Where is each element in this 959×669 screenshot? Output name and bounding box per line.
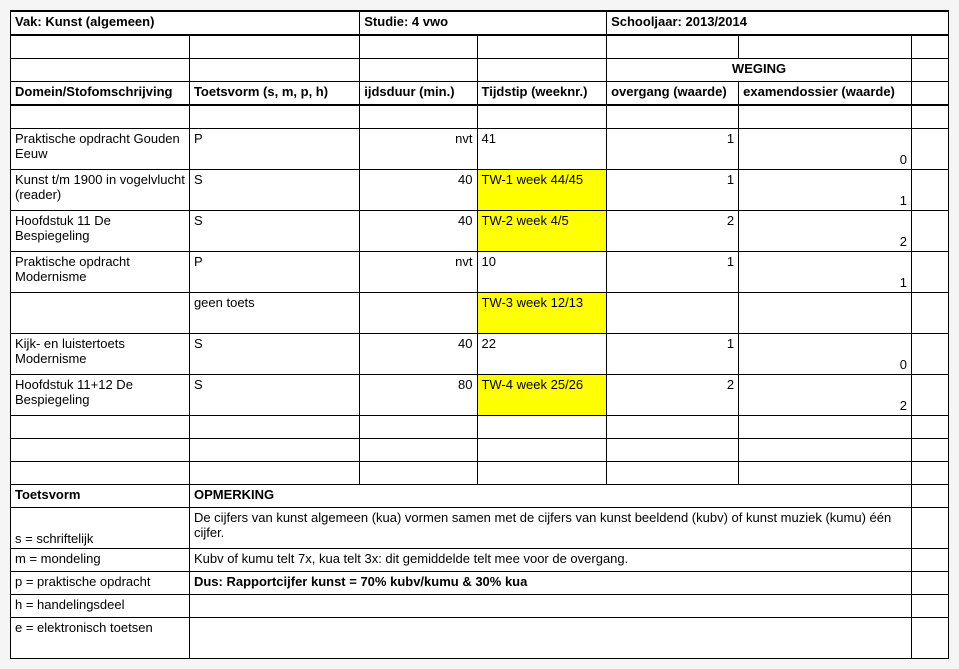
cell-name: Praktische opdracht Modernisme xyxy=(11,252,190,293)
cell-examendossier: 0 xyxy=(739,129,912,170)
h-label: h = handelingsdeel xyxy=(11,595,190,618)
cell-duur: nvt xyxy=(360,129,477,170)
column-header-row: Domein/Stofomschrijving Toetsvorm (s, m,… xyxy=(11,82,949,106)
cell-name: Hoofdstuk 11 De Bespiegeling xyxy=(11,211,190,252)
col-overgang: overgang (waarde) xyxy=(607,82,739,106)
main-table: Vak: Kunst (algemeen) Studie: 4 vwo Scho… xyxy=(10,10,949,659)
cell-tijdstip: TW-2 week 4/5 xyxy=(477,211,607,252)
footer-s: s = schriftelijk De cijfers van kunst al… xyxy=(11,508,949,549)
cell-vorm: geen toets xyxy=(189,293,359,334)
cell-examendossier: 2 xyxy=(739,375,912,416)
toetsvorm-header: Toetsvorm xyxy=(11,485,190,508)
cell-tijdstip: 22 xyxy=(477,334,607,375)
cell-tijdstip: 10 xyxy=(477,252,607,293)
footer-e: e = elektronisch toetsen xyxy=(11,618,949,659)
studie-label: Studie: 4 vwo xyxy=(360,11,607,35)
cell-duur xyxy=(360,293,477,334)
cell-duur: 40 xyxy=(360,334,477,375)
table-row: Praktische opdracht Gouden EeuwPnvt4110 xyxy=(11,129,949,170)
cell-empty xyxy=(911,211,948,252)
p-text: Dus: Rapportcijfer kunst = 70% kubv/kumu… xyxy=(189,572,911,595)
cell-duur: 80 xyxy=(360,375,477,416)
vak-label: Vak: Kunst (algemeen) xyxy=(11,11,360,35)
p-label: p = praktische opdracht xyxy=(11,572,190,595)
cell-tijdstip: TW-1 week 44/45 xyxy=(477,170,607,211)
cell-examendossier: 1 xyxy=(739,170,912,211)
cell-name: Praktische opdracht Gouden Eeuw xyxy=(11,129,190,170)
cell-empty xyxy=(911,334,948,375)
table-row: Praktische opdracht ModernismePnvt1011 xyxy=(11,252,949,293)
cell-overgang: 1 xyxy=(607,170,739,211)
cell-name: Hoofdstuk 11+12 De Bespiegeling xyxy=(11,375,190,416)
cell-name: Kijk- en luistertoets Modernisme xyxy=(11,334,190,375)
footer-h: h = handelingsdeel xyxy=(11,595,949,618)
header-row-1: Vak: Kunst (algemeen) Studie: 4 vwo Scho… xyxy=(11,11,949,35)
cell-empty xyxy=(911,293,948,334)
cell-examendossier: 0 xyxy=(739,334,912,375)
col-domein: Domein/Stofomschrijving xyxy=(11,82,190,106)
col-examendossier: examendossier (waarde) xyxy=(739,82,912,106)
table-row: Hoofdstuk 11+12 De BespiegelingS80TW-4 w… xyxy=(11,375,949,416)
empty-row xyxy=(11,416,949,439)
table-row: Kijk- en luistertoets ModernismeS402210 xyxy=(11,334,949,375)
cell-empty xyxy=(911,170,948,211)
cell-overgang: 1 xyxy=(607,334,739,375)
m-text: Kubv of kumu telt 7x, kua telt 3x: dit g… xyxy=(189,549,911,572)
s-label: s = schriftelijk xyxy=(11,508,190,549)
footer-p: p = praktische opdracht Dus: Rapportcijf… xyxy=(11,572,949,595)
cell-overgang xyxy=(607,293,739,334)
cell-name: Kunst t/m 1900 in vogelvlucht (reader) xyxy=(11,170,190,211)
cell-tijdstip: TW-4 week 25/26 xyxy=(477,375,607,416)
cell-empty xyxy=(911,375,948,416)
col-toetsvorm: Toetsvorm (s, m, p, h) xyxy=(189,82,359,106)
cell-overgang: 1 xyxy=(607,252,739,293)
footer-m: m = mondeling Kubv of kumu telt 7x, kua … xyxy=(11,549,949,572)
cell-vorm: S xyxy=(189,334,359,375)
cell-examendossier xyxy=(739,293,912,334)
empty-row xyxy=(11,439,949,462)
footer-header: Toetsvorm OPMERKING xyxy=(11,485,949,508)
cell-vorm: S xyxy=(189,211,359,252)
s-text: De cijfers van kunst algemeen (kua) vorm… xyxy=(189,508,911,549)
cell-vorm: S xyxy=(189,170,359,211)
cell-vorm: S xyxy=(189,375,359,416)
cell-vorm: P xyxy=(189,129,359,170)
cell-empty xyxy=(911,252,948,293)
weging-label: WEGING xyxy=(607,59,912,82)
opmerking-header: OPMERKING xyxy=(189,485,911,508)
cell-overgang: 1 xyxy=(607,129,739,170)
empty-row xyxy=(11,462,949,485)
table-row: Hoofdstuk 11 De BespiegelingS40TW-2 week… xyxy=(11,211,949,252)
cell-examendossier: 1 xyxy=(739,252,912,293)
cell-name xyxy=(11,293,190,334)
e-label: e = elektronisch toetsen xyxy=(11,618,190,659)
schooljaar-label: Schooljaar: 2013/2014 xyxy=(607,11,949,35)
m-label: m = mondeling xyxy=(11,549,190,572)
table-row: geen toets TW-3 week 12/13 xyxy=(11,293,949,334)
empty-row xyxy=(11,35,949,59)
table-container: Vak: Kunst (algemeen) Studie: 4 vwo Scho… xyxy=(10,10,949,659)
cell-vorm: P xyxy=(189,252,359,293)
weging-row: WEGING xyxy=(11,59,949,82)
cell-overgang: 2 xyxy=(607,211,739,252)
table-row: Kunst t/m 1900 in vogelvlucht (reader)S4… xyxy=(11,170,949,211)
cell-overgang: 2 xyxy=(607,375,739,416)
cell-examendossier: 2 xyxy=(739,211,912,252)
col-tijdstip: Tijdstip (weeknr.) xyxy=(477,82,607,106)
cell-tijdstip: TW-3 week 12/13 xyxy=(477,293,607,334)
cell-empty xyxy=(911,129,948,170)
cell-duur: 40 xyxy=(360,170,477,211)
cell-tijdstip: 41 xyxy=(477,129,607,170)
cell-duur: nvt xyxy=(360,252,477,293)
empty-row xyxy=(11,105,949,129)
cell-duur: 40 xyxy=(360,211,477,252)
col-tijdsduur: ijdsduur (min.) xyxy=(360,82,477,106)
